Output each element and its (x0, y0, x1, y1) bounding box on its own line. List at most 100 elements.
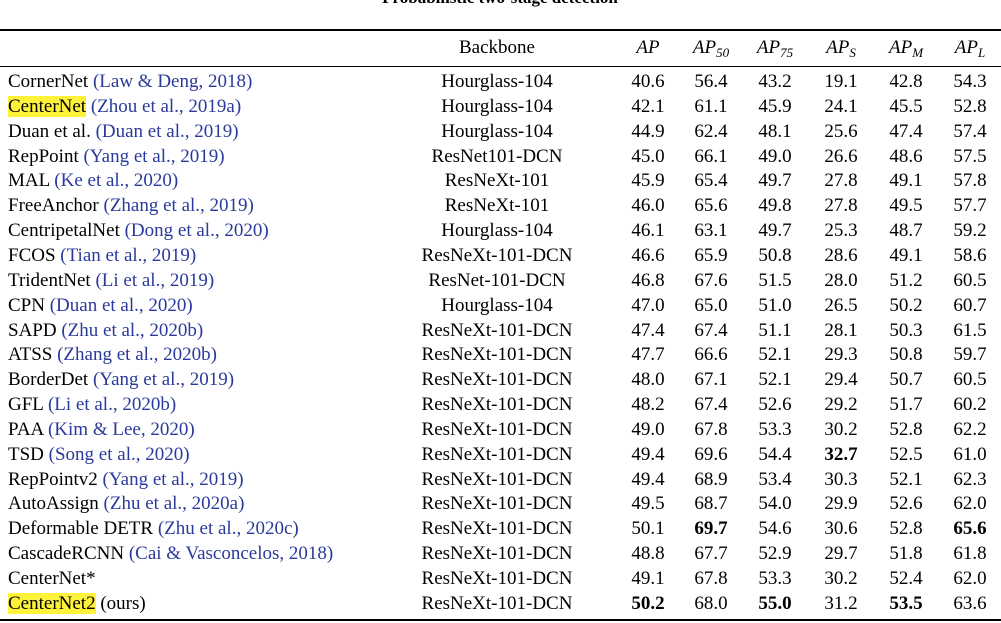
value-cell: 52.8 (953, 95, 987, 117)
value-cell: 53.3 (758, 568, 792, 589)
value-cell: 49.1 (631, 568, 665, 589)
mid-rule (0, 66, 1001, 67)
value-cell: 48.1 (758, 120, 792, 142)
value-cell: 32.7 (824, 443, 858, 465)
value-cell: 62.0 (953, 568, 987, 589)
value-cell: 45.0 (631, 145, 665, 167)
header-cell: APL (955, 36, 985, 60)
value-cell: 49.5 (631, 493, 665, 515)
value-cell: 69.6 (694, 443, 728, 465)
backbone-cell: ResNeXt-101-DCN (421, 369, 573, 391)
method-cell: BorderDet (Yang et al., 2019) (8, 368, 234, 392)
citation: (Yang et al., 2019) (92, 369, 235, 391)
value-cell: 53.4 (758, 468, 792, 490)
value-cell: 51.2 (889, 269, 923, 291)
header-text: AP (756, 37, 781, 58)
value-cell: 26.5 (824, 294, 858, 316)
method-name: RepPoint (8, 145, 79, 167)
value-cell: 47.4 (631, 319, 665, 341)
method-name: RepPointv2 (8, 468, 98, 490)
value-cell: 65.6 (694, 195, 728, 217)
value-cell: 68.0 (694, 592, 728, 614)
backbone-cell: ResNeXt-101-DCN (421, 344, 573, 366)
header-subscript: 75 (780, 45, 794, 60)
method-cell: AutoAssign (Zhu et al., 2020a) (8, 492, 244, 516)
backbone-cell: ResNeXt-101-DCN (421, 418, 573, 440)
value-cell: 47.0 (631, 294, 665, 316)
value-cell: 46.1 (631, 220, 665, 242)
bottom-rule (0, 619, 1001, 621)
value-cell: 46.0 (631, 195, 665, 217)
value-cell: 48.8 (631, 543, 665, 565)
citation: (Law & Deng, 2018) (92, 71, 253, 92)
value-cell: 57.5 (953, 145, 987, 167)
value-cell: 48.2 (631, 394, 665, 416)
value-cell: 48.7 (889, 220, 923, 242)
value-cell: 29.7 (824, 543, 858, 565)
value-cell: 42.1 (631, 95, 665, 117)
value-cell: 26.6 (824, 145, 858, 167)
method-name: SAPD (8, 319, 57, 341)
citation: (Cai & Vasconcelos, 2018) (128, 543, 334, 565)
value-cell: 24.1 (824, 95, 858, 117)
header-cell: AP75 (757, 36, 793, 60)
backbone-cell: Hourglass-104 (441, 120, 553, 142)
method-name: ATSS (8, 344, 53, 366)
header-cell: AP50 (693, 36, 729, 60)
value-cell: 66.1 (694, 145, 728, 167)
method-cell: ATSS (Zhang et al., 2020b) (8, 343, 217, 367)
value-cell: 51.7 (889, 394, 923, 416)
value-cell: 27.8 (824, 170, 858, 192)
value-cell: 57.4 (953, 120, 987, 142)
method-name: CenterNet* (8, 568, 96, 589)
header-text: AP (826, 37, 850, 58)
method-cell: CascadeRCNN (Cai & Vasconcelos, 2018) (8, 542, 333, 566)
header-cell: AP (636, 36, 659, 60)
backbone-cell: ResNeXt-101-DCN (421, 592, 573, 614)
method-name: CPN (8, 294, 45, 316)
value-cell: 49.4 (631, 468, 665, 490)
value-cell: 61.8 (953, 543, 987, 565)
citation: (Yang et al., 2019) (83, 145, 225, 167)
method-cell: SAPD (Zhu et al., 2020b) (8, 319, 203, 343)
value-cell: 63.6 (953, 592, 987, 614)
value-cell: 53.3 (758, 418, 792, 440)
method-cell: CornerNet (Law & Deng, 2018) (8, 70, 252, 94)
value-cell: 60.5 (953, 269, 987, 291)
method-name: CornerNet (8, 71, 89, 92)
value-cell: 61.1 (694, 95, 728, 117)
method-name: CenterNet (8, 95, 87, 117)
value-cell: 52.5 (889, 443, 923, 465)
value-cell: 49.0 (631, 418, 665, 440)
value-cell: 68.9 (694, 468, 728, 490)
value-cell: 27.8 (824, 195, 858, 217)
backbone-cell: ResNeXt-101-DCN (421, 244, 573, 266)
method-cell: FreeAnchor (Zhang et al., 2019) (8, 194, 254, 218)
method-cell: PAA (Kim & Lee, 2020) (8, 418, 195, 442)
header-subscript: 50 (716, 45, 730, 60)
value-cell: 54.0 (758, 493, 792, 515)
method-cell: CenterNet (Zhou et al., 2019a) (8, 95, 241, 119)
value-cell: 31.2 (824, 592, 858, 614)
method-cell: MAL (Ke et al., 2020) (8, 169, 178, 193)
value-cell: 50.7 (889, 369, 923, 391)
method-name: FreeAnchor (8, 195, 99, 217)
method-cell: RepPointv2 (Yang et al., 2019) (8, 468, 244, 492)
backbone-cell: ResNeXt-101 (444, 170, 550, 192)
value-cell: 61.0 (953, 443, 987, 465)
value-cell: 29.2 (824, 394, 858, 416)
value-cell: 62.3 (953, 468, 987, 490)
value-cell: 46.8 (631, 269, 665, 291)
value-cell: 43.2 (758, 71, 792, 92)
backbone-cell: ResNeXt-101-DCN (421, 319, 573, 341)
header-cell: APS (826, 36, 856, 60)
header-subscript: M (912, 45, 924, 60)
value-cell: 51.0 (758, 294, 792, 316)
backbone-cell: Hourglass-104 (441, 95, 553, 117)
method-cell: CPN (Duan et al., 2020) (8, 294, 193, 318)
value-cell: 51.8 (889, 543, 923, 565)
method-name: Deformable DETR (8, 518, 154, 540)
citation: (Li et al., 2020b) (47, 394, 177, 416)
backbone-cell: ResNeXt-101-DCN (421, 468, 573, 490)
